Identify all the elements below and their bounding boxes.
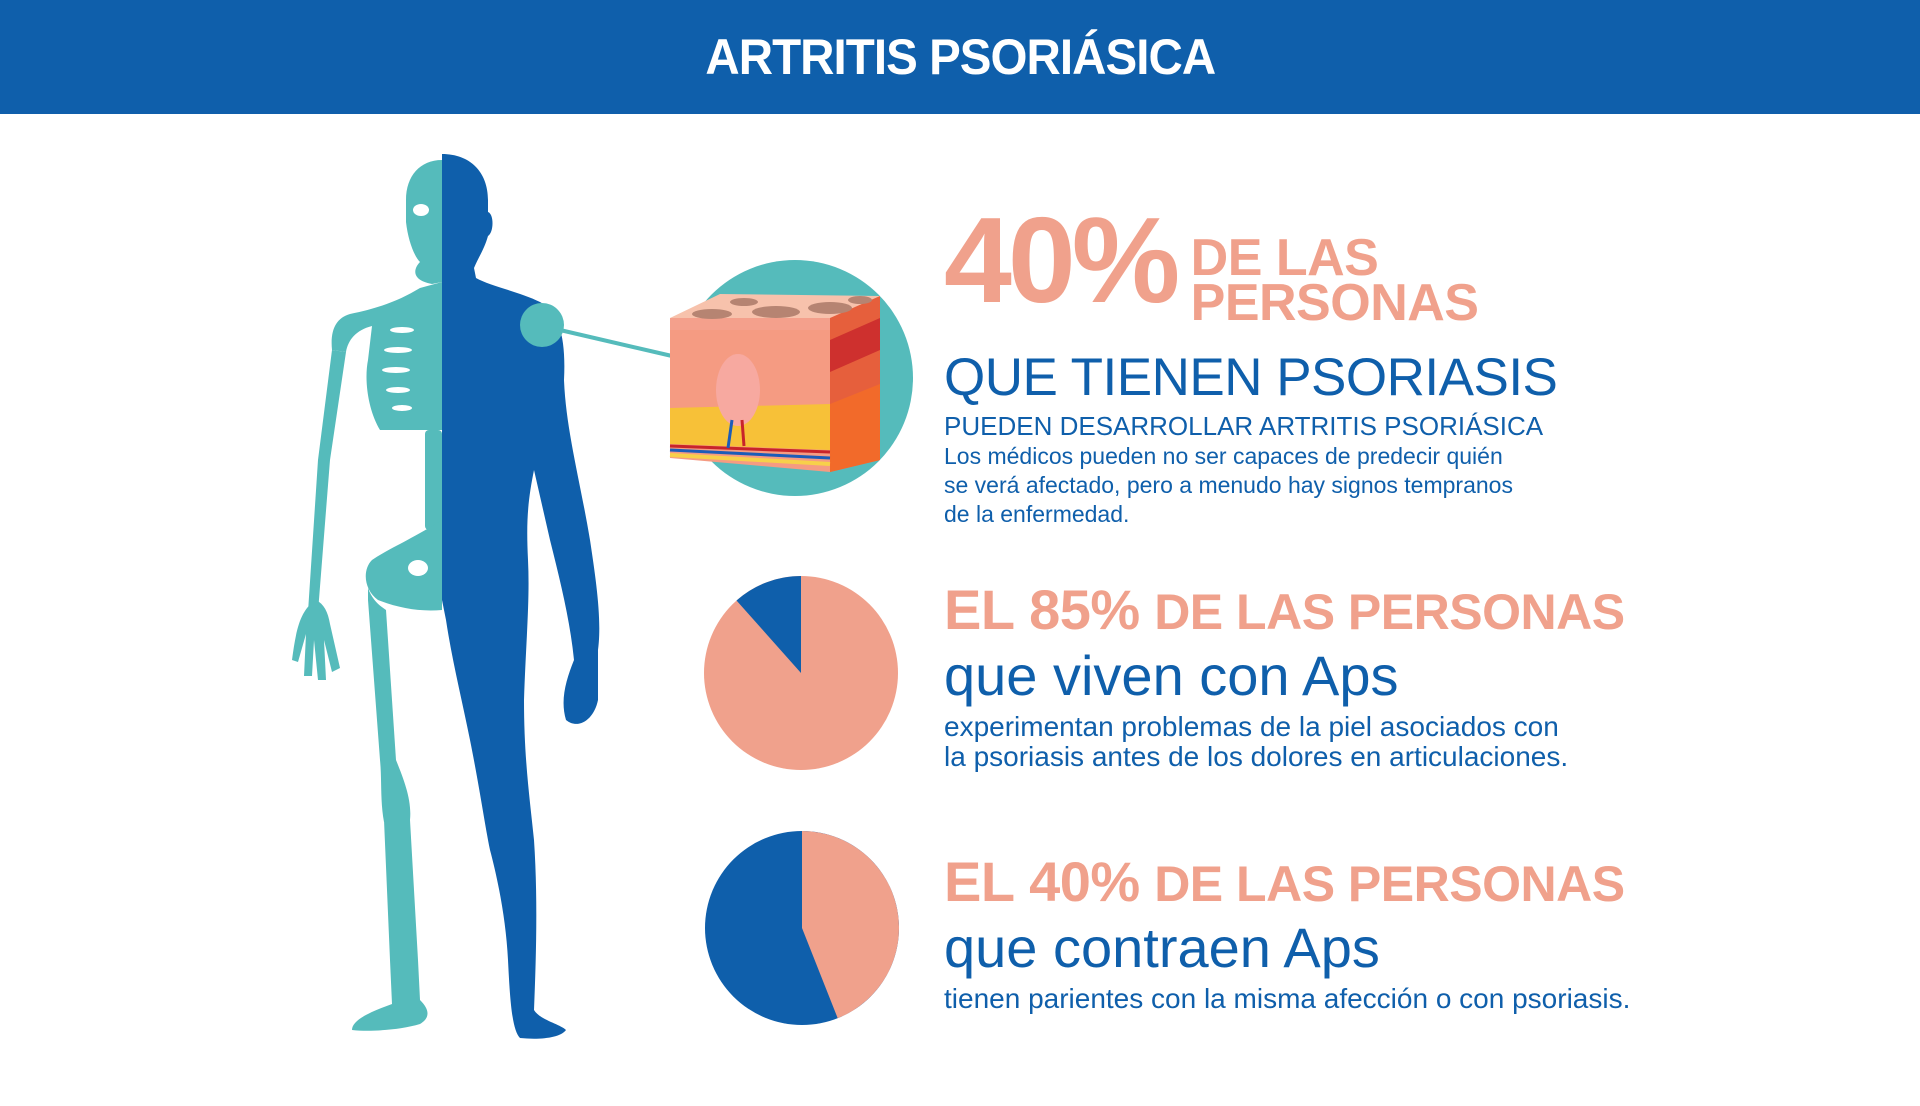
stat3-body: tienen parientes con la misma afección o… — [944, 984, 1794, 1014]
stat1-body-line: Los médicos pueden no ser capaces de pre… — [944, 443, 1503, 469]
callout-connector-line — [559, 328, 673, 358]
skin-cross-section-icon — [669, 294, 880, 472]
stat3-body-line: tienen parientes con la misma afección o… — [944, 983, 1631, 1014]
stat2-lead: que viven con Aps — [944, 644, 1399, 707]
stat2-body-line: la psoriasis antes de los dolores en art… — [944, 741, 1569, 772]
stat1-line-b: PERSONAS — [1190, 274, 1479, 332]
stat2-rest: DE LAS PERSONAS — [1154, 584, 1625, 640]
stat-block-2: EL 85% DE LAS PERSONAS que viven con Aps… — [944, 580, 1744, 772]
stat2-prefix: EL — [944, 578, 1015, 641]
page-title: ARTRITIS PSORIÁSICA — [705, 29, 1216, 85]
stat2-percent: 85% — [1029, 578, 1140, 641]
stat1-body-line: de la enfermedad. — [944, 501, 1130, 527]
stat3-rest: DE LAS PERSONAS — [1154, 856, 1625, 912]
stat2-body-line: experimentan problemas de la piel asocia… — [944, 711, 1559, 742]
pie-chart-85 — [704, 576, 898, 770]
stat1-body-line: se verá afectado, pero a menudo hay sign… — [944, 472, 1513, 498]
stat1-headline: QUE TIENEN PSORIASIS — [944, 348, 1558, 407]
stat3-percent: 40% — [1029, 850, 1140, 913]
header-banner: ARTRITIS PSORIÁSICA — [0, 0, 1920, 114]
stat3-heading: EL 40% DE LAS PERSONAS — [944, 852, 1794, 914]
stat2-heading: EL 85% DE LAS PERSONAS — [944, 580, 1744, 642]
stat3-prefix: EL — [944, 850, 1015, 913]
stat1-percent: 40% — [944, 192, 1180, 328]
body-silhouette-icon — [442, 154, 600, 1039]
stat-block-1: 40% DE LAS PERSONAS QUE TIENEN PSORIASIS… — [944, 192, 1644, 529]
stat1-body: Los médicos pueden no ser capaces de pre… — [944, 442, 1584, 529]
stat1-line-a: DE LAS — [1190, 229, 1379, 287]
shoulder-joint-marker-icon — [520, 303, 564, 347]
stat1-label: DE LAS PERSONAS — [1191, 232, 1479, 329]
pie-chart-40 — [705, 831, 900, 1025]
stat3-lead: que contraen Aps — [944, 916, 1380, 979]
skeleton-icon — [292, 160, 442, 1031]
stat-block-3: EL 40% DE LAS PERSONAS que contraen Aps … — [944, 852, 1794, 1014]
stat1-subheadline: PUEDEN DESARROLLAR ARTRITIS PSORIÁSICA — [944, 411, 1544, 441]
stat2-body: experimentan problemas de la piel asocia… — [944, 712, 1744, 772]
